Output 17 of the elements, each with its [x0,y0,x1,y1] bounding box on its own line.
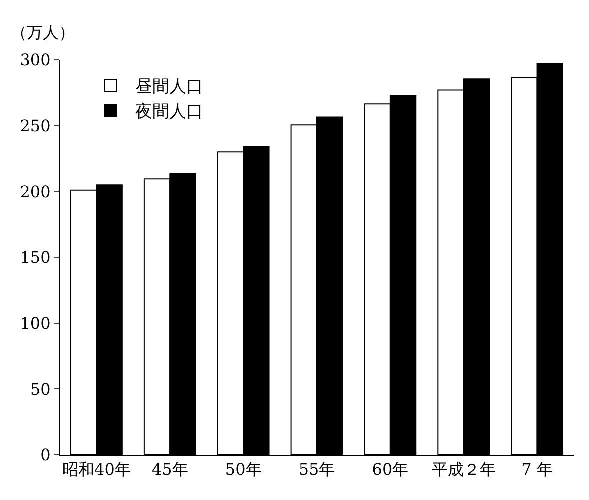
x-tick-label: 50年 [225,460,262,480]
y-axis-title: （万人） [11,23,75,42]
x-tick-label: 7 年 [522,460,553,480]
y-tick-label: 250 [20,116,51,136]
x-tick-label: 45年 [152,460,188,480]
y-tick-label: 200 [20,182,51,202]
legend-label: 夜間人口 [136,102,204,122]
x-tick-label: 60年 [372,460,409,480]
legend-label: 昼間人口 [136,77,204,98]
y-tick-label: 300 [20,50,51,70]
x-tick-label: 昭和40年 [62,460,131,480]
x-tick-label: 平成２年 [432,460,496,480]
x-tick-label: 55年 [298,460,336,480]
y-tick-label: 50 [30,380,51,399]
y-tick-label: 0 [40,446,51,465]
y-tick-label: 150 [20,248,51,268]
y-tick-label: 100 [20,314,51,333]
